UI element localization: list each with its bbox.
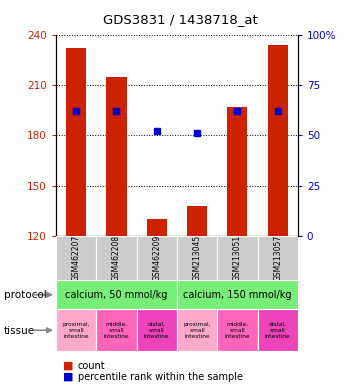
Bar <box>147 219 167 236</box>
Text: proximal,
small
intestine: proximal, small intestine <box>62 322 90 339</box>
Bar <box>177 280 298 309</box>
Text: distal,
small
intestine: distal, small intestine <box>144 322 170 339</box>
Text: GDS3831 / 1438718_at: GDS3831 / 1438718_at <box>103 13 258 26</box>
Bar <box>257 309 298 351</box>
Bar <box>268 45 288 236</box>
Bar <box>96 309 136 351</box>
Text: protocol: protocol <box>4 290 46 300</box>
Text: calcium, 150 mmol/kg: calcium, 150 mmol/kg <box>183 290 292 300</box>
Bar <box>136 236 177 280</box>
Bar <box>227 107 247 236</box>
Bar <box>106 76 126 236</box>
Text: ■: ■ <box>63 372 74 382</box>
Bar <box>217 236 257 280</box>
Bar <box>177 236 217 280</box>
Text: tissue: tissue <box>4 326 35 336</box>
Text: calcium, 50 mmol/kg: calcium, 50 mmol/kg <box>65 290 168 300</box>
Text: GSM462208: GSM462208 <box>112 235 121 281</box>
Bar <box>96 236 136 280</box>
Text: GSM462207: GSM462207 <box>71 235 81 281</box>
Text: distal,
small
intestine: distal, small intestine <box>265 322 291 339</box>
Text: percentile rank within the sample: percentile rank within the sample <box>78 372 243 382</box>
Bar <box>187 206 207 236</box>
Text: middle,
small
intestine: middle, small intestine <box>104 322 129 339</box>
Text: count: count <box>78 361 105 371</box>
Text: middle,
small
intestine: middle, small intestine <box>225 322 250 339</box>
Text: GSM213057: GSM213057 <box>273 235 282 281</box>
Bar <box>66 48 86 236</box>
Text: GSM213045: GSM213045 <box>192 235 201 281</box>
Text: proximal,
small
intestine: proximal, small intestine <box>183 322 211 339</box>
Bar <box>136 309 177 351</box>
Bar <box>56 236 96 280</box>
Bar <box>56 309 96 351</box>
Bar <box>217 309 257 351</box>
Text: GSM462209: GSM462209 <box>152 235 161 281</box>
Bar <box>177 309 217 351</box>
Text: GSM213051: GSM213051 <box>233 235 242 281</box>
Bar <box>257 236 298 280</box>
Bar <box>56 280 177 309</box>
Text: ■: ■ <box>63 361 74 371</box>
